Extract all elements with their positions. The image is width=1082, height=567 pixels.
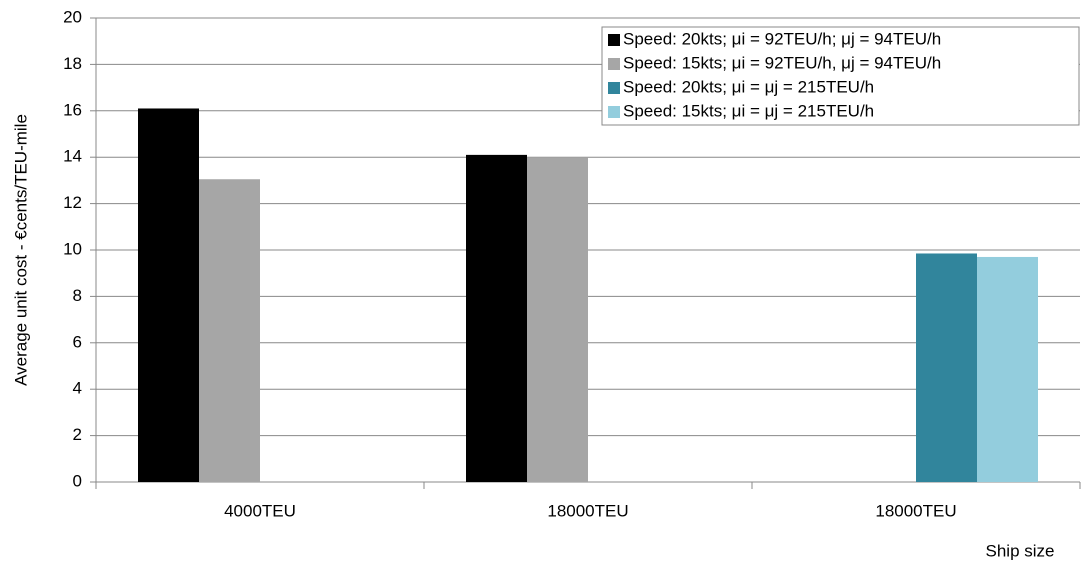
bar [977, 256, 1038, 482]
y-tick-label: 6 [73, 332, 82, 351]
y-tick-label: 12 [63, 193, 82, 212]
legend-swatch [608, 58, 620, 70]
bar [199, 179, 260, 483]
legend-label: Speed: 15kts; μi = 92TEU/h, μj = 94TEU/h [623, 53, 941, 72]
bar [138, 108, 199, 482]
y-tick-label: 8 [73, 286, 82, 305]
y-tick-label: 20 [63, 7, 82, 26]
legend-swatch [608, 106, 620, 118]
legend-label: Speed: 15kts; μi = μj = 215TEU/h [623, 101, 874, 120]
y-tick-label: 0 [73, 471, 82, 490]
y-tick-label: 14 [63, 147, 82, 166]
legend-swatch [608, 82, 620, 94]
y-tick-label: 2 [73, 425, 82, 444]
bar [527, 157, 588, 482]
x-tick-label: 18000TEU [875, 501, 956, 520]
legend-box [601, 26, 1080, 126]
legend-swatch [608, 34, 620, 46]
y-tick-label: 16 [63, 100, 82, 119]
x-tick-label: 4000TEU [224, 501, 296, 520]
bar [466, 154, 527, 482]
y-tick-label: 18 [63, 54, 82, 73]
x-axis-title: Ship size [986, 541, 1055, 560]
bar [916, 253, 977, 482]
y-tick-label: 4 [73, 379, 82, 398]
y-tick-label: 10 [63, 239, 82, 258]
x-tick-label: 18000TEU [547, 501, 628, 520]
legend-label: Speed: 20kts; μi = 92TEU/h; μj = 94TEU/h [623, 29, 941, 48]
y-axis-title: Average unit cost - €cents/TEU-mile [11, 114, 30, 386]
legend-label: Speed: 20kts; μi = μj = 215TEU/h [623, 77, 874, 96]
